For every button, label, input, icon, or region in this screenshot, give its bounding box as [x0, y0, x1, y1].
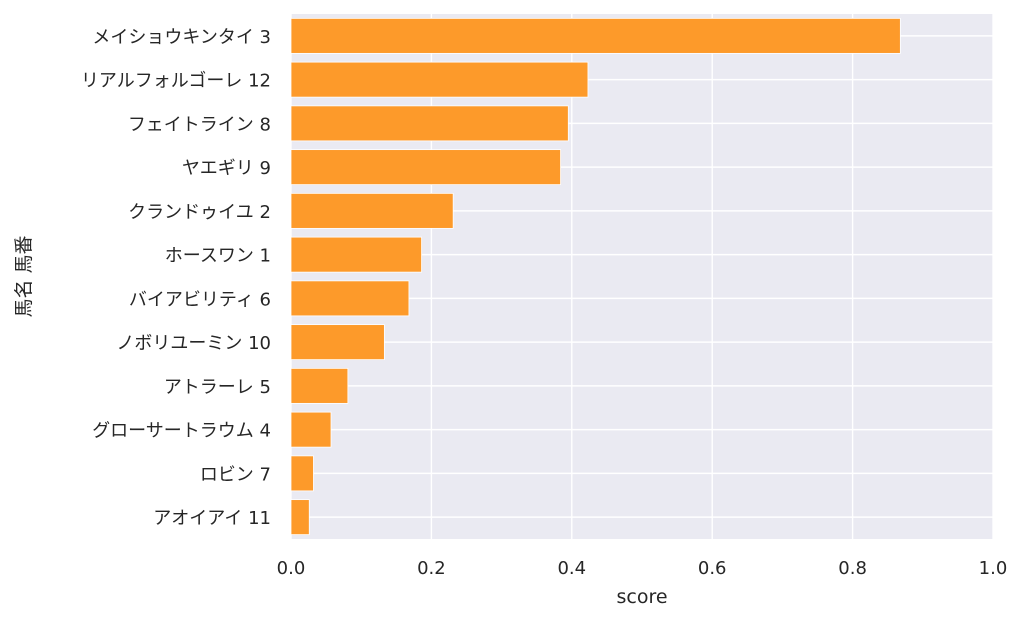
y-tick-label: アオイアイ 11 [153, 508, 271, 529]
y-tick-label: ヤエギリ 9 [182, 158, 271, 179]
y-tick-label: フェイトライン 8 [128, 114, 271, 135]
y-tick-label: グローサートラウム 4 [92, 421, 271, 442]
y-tick-label: アトラーレ 5 [164, 377, 271, 398]
y-tick-label: リアルフォルゴーレ 12 [81, 71, 271, 92]
bar [290, 105, 569, 142]
x-tick-label: 0.4 [557, 558, 586, 579]
bar [290, 324, 385, 361]
bar [290, 280, 410, 317]
x-tick-labels: 0.0 0.2 0.4 0.6 0.8 1.0 [277, 558, 1008, 579]
y-tick-label: メイショウキンタイ 3 [92, 27, 271, 48]
y-tick-label: ノボリユーミン 10 [116, 333, 271, 354]
bar [290, 61, 589, 98]
bar [290, 411, 332, 448]
bar [290, 499, 310, 536]
bar [290, 17, 901, 54]
y-axis-label: 馬名 馬番 [13, 235, 35, 317]
bar [290, 192, 454, 229]
x-axis-label: score [616, 586, 667, 608]
bars [290, 17, 901, 536]
bar [290, 455, 314, 492]
y-tick-label: クランドゥイユ 2 [128, 202, 271, 223]
x-tick-label: 0.0 [277, 558, 306, 579]
y-tick-label: バイアビリティ 6 [129, 289, 271, 310]
bar [290, 149, 561, 186]
y-tick-label: ホースワン 1 [165, 246, 271, 267]
x-tick-label: 0.8 [838, 558, 867, 579]
x-tick-label: 0.6 [698, 558, 727, 579]
x-tick-label: 1.0 [979, 558, 1008, 579]
plot-background [291, 14, 993, 539]
y-tick-label: ロビン 7 [200, 464, 271, 485]
y-tick-labels: メイショウキンタイ 3 リアルフォルゴーレ 12 フェイトライン 8 ヤエギリ 9 クラ… [81, 27, 271, 529]
x-tick-label: 0.2 [417, 558, 446, 579]
bar [290, 236, 422, 273]
bar [290, 367, 349, 404]
